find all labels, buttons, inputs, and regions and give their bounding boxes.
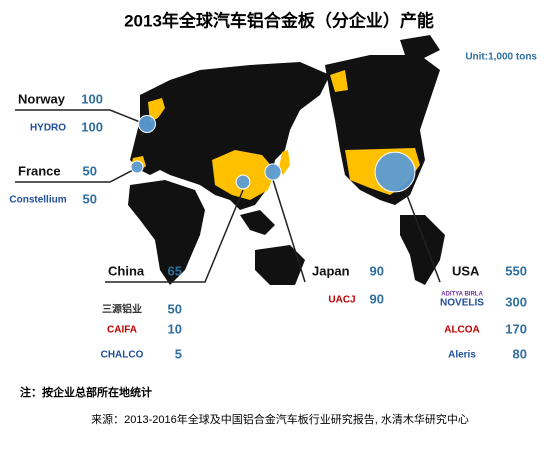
region-name: China xyxy=(108,263,145,278)
capacity-bubble xyxy=(374,151,416,193)
title: 2013年全球汽车铝合金板（分企业）产能 xyxy=(124,10,434,30)
company-logo: CHALCO xyxy=(101,350,144,361)
company-logo: UACJ xyxy=(328,295,355,306)
company-logo: Aleris xyxy=(448,350,476,361)
region-name: Norway xyxy=(18,91,66,106)
note: 注：按企业总部所在地统计 xyxy=(20,385,152,399)
company-value: 90 xyxy=(370,291,384,306)
capacity-bubble xyxy=(130,160,144,174)
unit: Unit:1,000 tons xyxy=(465,52,537,63)
company-brand: ADITYA BIRLA xyxy=(441,292,483,298)
company-value: 100 xyxy=(81,119,103,134)
company-logo: 三源铝业 xyxy=(102,303,142,316)
leader-line xyxy=(15,109,141,123)
company-logo: ALCOA xyxy=(444,325,480,336)
region-value: 65 xyxy=(168,263,182,278)
leader-line xyxy=(105,189,244,283)
leader-line xyxy=(15,169,134,183)
company-logo: Constellium xyxy=(9,195,66,206)
company-value: 5 xyxy=(175,346,182,361)
company-logo: CAIFA xyxy=(107,325,137,336)
company-value: 50 xyxy=(83,191,97,206)
region-value: 50 xyxy=(83,163,97,178)
region-name: Japan xyxy=(312,263,350,278)
company-logo: HYDRO xyxy=(30,123,66,134)
company-value: 10 xyxy=(168,321,182,336)
region-name: USA xyxy=(452,263,480,278)
source: 来源：2013-2016年全球及中国铝合金汽车板行业研究报告, 水清木华研究中心 xyxy=(91,412,469,426)
capacity-bubble xyxy=(264,163,282,181)
company-value: 80 xyxy=(513,346,527,361)
region-value: 100 xyxy=(81,91,103,106)
capacity-bubble xyxy=(235,174,251,190)
leader-line xyxy=(404,189,441,283)
region-name: France xyxy=(18,163,61,178)
company-value: 170 xyxy=(505,321,527,336)
capacity-bubble xyxy=(138,115,156,133)
company-value: 300 xyxy=(505,294,527,309)
region-value: 90 xyxy=(370,263,384,278)
company-logo: NOVELIS xyxy=(440,298,484,309)
region-value: 550 xyxy=(505,263,527,278)
leader-line xyxy=(272,179,306,283)
company-value: 50 xyxy=(168,301,182,316)
